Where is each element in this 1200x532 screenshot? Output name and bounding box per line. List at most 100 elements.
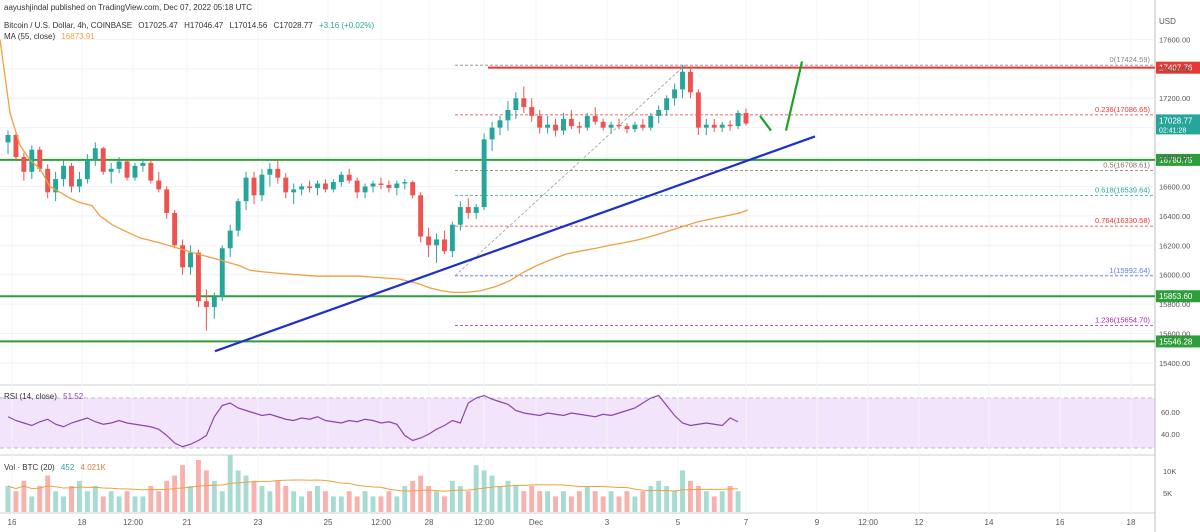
candle-down xyxy=(529,107,535,116)
volume-bar xyxy=(140,496,146,512)
candle-down xyxy=(640,124,646,128)
projection-up xyxy=(784,61,804,131)
volume-bar xyxy=(267,491,273,512)
candle-up xyxy=(299,186,305,190)
volume-bar xyxy=(124,491,130,512)
volume-bar xyxy=(148,486,154,512)
candle-down xyxy=(624,126,630,130)
ma-line: MA (55, close) 16873.91 xyxy=(4,32,99,41)
volume-bar xyxy=(481,470,487,512)
time-label: 25 xyxy=(324,518,333,527)
volume-bar xyxy=(592,491,598,512)
volume-bar xyxy=(664,486,670,512)
volume-bar xyxy=(188,486,193,512)
candle-up xyxy=(632,124,638,130)
time-label: 5 xyxy=(676,518,681,527)
candle-up xyxy=(473,207,479,213)
volume-bar xyxy=(346,491,352,512)
volume-bar xyxy=(465,491,471,512)
time-label: 21 xyxy=(183,518,192,527)
volume-bar xyxy=(362,491,368,512)
candle-up xyxy=(402,182,408,184)
candle-up xyxy=(116,161,122,169)
time-label: 28 xyxy=(425,518,434,527)
volume-bar xyxy=(434,491,439,512)
level-tag-bg xyxy=(1156,290,1200,303)
price-tick-label: 15400.00 xyxy=(1159,359,1190,368)
candles xyxy=(5,65,749,331)
rsi-header: RSI (14, close) 51.52 xyxy=(4,392,87,401)
volume-bar xyxy=(378,496,384,512)
volume-bar xyxy=(21,480,27,512)
candle-up xyxy=(243,177,249,202)
volume-ma-line xyxy=(7,479,739,492)
volume-bar xyxy=(275,480,281,512)
volume-value-1: 452 xyxy=(60,463,75,472)
candle-up xyxy=(188,252,193,268)
volume-bar xyxy=(584,486,590,512)
volume-bar xyxy=(299,496,305,512)
candle-down xyxy=(553,124,559,131)
fib-label: 1.236(15654.70) xyxy=(1095,315,1151,324)
volume-bar xyxy=(235,470,241,512)
candle-up xyxy=(227,230,233,249)
volume-bar xyxy=(45,475,51,512)
candle-up xyxy=(545,124,551,128)
volume-bar xyxy=(648,486,654,512)
volume-bar xyxy=(703,491,709,512)
candle-up xyxy=(235,201,241,231)
volume-bar xyxy=(561,491,566,512)
volume-bar xyxy=(505,480,511,512)
level-tag-bg xyxy=(1156,61,1200,74)
candle-up xyxy=(61,165,67,180)
fib-label: 0(17424.59) xyxy=(1110,55,1151,64)
ohlc-high: H17046.47 xyxy=(184,21,224,30)
candle-up xyxy=(481,139,487,208)
fib-anchor-line xyxy=(454,64,686,277)
volume-bar xyxy=(735,491,741,512)
volume-bar xyxy=(315,486,320,512)
volume-bar xyxy=(37,486,43,512)
rsi-value: 51.52 xyxy=(63,392,84,401)
time-axis: 16 18 12:00 21 23 25 12:00 28 12:00 Dec 3 5 7 9 12:00 1… xyxy=(8,518,1136,527)
volume-bar xyxy=(330,496,336,512)
symbol-ohlc-line: Bitcoin / U.S. Dollar, 4h, COINBASE O170… xyxy=(4,21,378,30)
ma-label: MA (55, close) xyxy=(4,32,56,41)
candle-up xyxy=(434,239,439,246)
rsi-tick-label: 40.00 xyxy=(1161,430,1180,439)
time-label: 12 xyxy=(915,518,924,527)
candle-up xyxy=(76,179,82,187)
volume-bar xyxy=(172,475,178,512)
volume-bar xyxy=(616,496,622,512)
candle-up xyxy=(457,207,463,225)
volume-bar xyxy=(76,480,82,512)
candle-up xyxy=(370,183,376,187)
volume-bar xyxy=(600,496,606,512)
candle-up xyxy=(92,148,98,160)
fib-label: 0.764(16330.58) xyxy=(1095,216,1151,225)
volume-bar xyxy=(219,491,225,512)
candle-down xyxy=(687,71,693,93)
candle-down xyxy=(600,121,606,128)
volume-bar xyxy=(695,486,701,512)
candle-up xyxy=(291,189,297,193)
rsi-label: RSI (14, close) xyxy=(4,392,57,401)
grid xyxy=(0,0,1156,532)
candle-down xyxy=(251,177,257,196)
current-price-tag xyxy=(1156,114,1200,135)
time-label: 12:00 xyxy=(474,518,495,527)
candle-up xyxy=(608,124,614,128)
candle-up xyxy=(664,98,670,110)
fib-label: 0.236(17086.65) xyxy=(1095,105,1151,114)
publish-line: aayushjindal published on TradingView.co… xyxy=(4,3,253,12)
volume-bar xyxy=(537,491,543,512)
volume-bar xyxy=(386,491,392,512)
candle-up xyxy=(5,135,11,143)
candle-down xyxy=(195,252,201,302)
ma-value: 16873.91 xyxy=(61,32,95,41)
time-label: Dec xyxy=(529,518,543,527)
candle-up xyxy=(219,248,225,297)
candle-up xyxy=(53,179,59,193)
volume-bar xyxy=(13,491,19,512)
